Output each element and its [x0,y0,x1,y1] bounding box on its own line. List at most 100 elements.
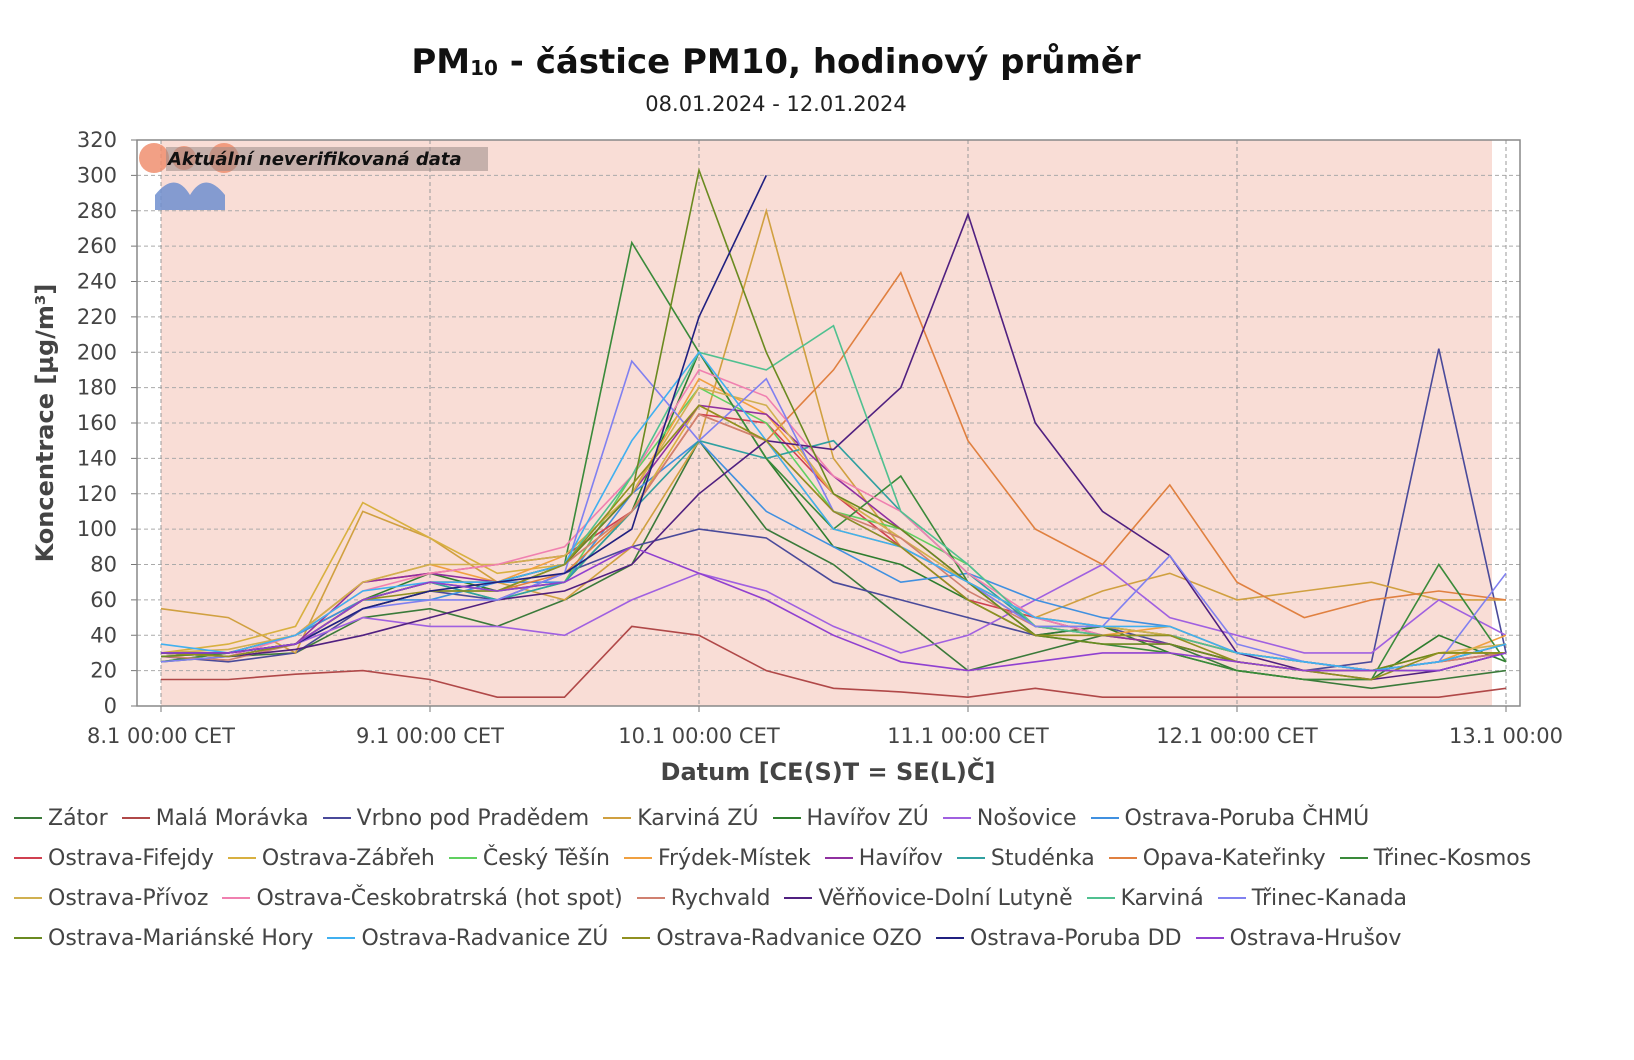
x-tick-label: 13.1 00:00 [1449,724,1563,748]
y-tick-label: 220 [77,305,117,329]
legend-item: Třinec-Kanada [1217,883,1408,913]
chart-subtitle: 08.01.2024 - 12.01.2024 [645,92,907,116]
legend-label: Karviná ZÚ [637,805,759,831]
legend-item: Ostrava-Českobratrská (hot spot) [222,883,623,913]
legend-label: Nošovice [976,805,1077,831]
legend-swatch [14,817,42,819]
watermark-band [166,147,488,171]
legend-swatch [935,937,964,939]
y-tick-label: 40 [90,623,117,647]
legend-swatch [1108,857,1137,859]
series-line-ostrava-hru-ov [161,545,1507,672]
legend-item: Věřňovice-Dolní Lutyně [784,883,1073,913]
legend-item: Karviná [1086,883,1204,913]
logo-circle [139,143,169,173]
legend-item: Nošovice [942,803,1077,833]
y-tick-label: 160 [77,411,117,435]
legend-swatch [772,817,801,819]
series-line-karvin-z- [160,207,1506,654]
legend-item: Opava-Kateřinky [1108,843,1326,873]
series-line-mal-mor-vka [161,625,1507,699]
legend-item: Ostrava-Fifejdy [14,843,214,873]
legend-swatch [1195,937,1224,939]
x-tick-label: 8.1 00:00 CET [87,724,235,748]
legend-label: Ostrava-Mariánské Hory [48,925,314,951]
legend-label: Ostrava-Zábřeh [261,845,435,871]
chart-legend: Zátor Malá Morávka Vrbno pod Pradědem Karvi… [14,803,1544,953]
y-tick-label: 120 [77,482,117,506]
legend-label: Opava-Kateřinky [1142,845,1326,871]
x-tick-label: 12.1 00:00 CET [1156,724,1318,748]
legend-label: Ostrava-Radvanice ZÚ [361,925,609,951]
legend-label: Český Těšín [482,845,610,871]
legend-swatch [14,857,42,859]
y-axis-label: Koncentrace [µg/m³] [31,284,59,563]
legend-label: Ostrava-Poruba ČHMÚ [1124,805,1370,831]
legend-item: Havířov ZÚ [772,803,929,833]
legend-swatch [1339,857,1368,859]
watermark-text: Aktuální neverifikovaná data [166,149,462,170]
series-line-ostrava-radvanice-z- [160,350,1507,672]
legend-label: Zátor [48,805,108,831]
y-tick-label: 180 [77,376,117,400]
legend-swatch [636,897,665,899]
legend-label: Havířov ZÚ [806,805,929,831]
legend-label: Havířov [858,845,943,871]
legend-label: Ostrava-Přívoz [48,885,209,911]
x-tick-label: 11.1 00:00 CET [887,724,1049,748]
legend-item: Ostrava-Radvanice OZO [622,923,922,953]
y-tick-label: 0 [104,694,117,718]
legend-label: Třinec-Kanada [1251,885,1408,911]
legend-item: Malá Morávka [121,803,309,833]
legend-item: Havířov [824,843,943,873]
legend-item: Ostrava-Hrušov [1195,923,1401,953]
series-line-v-ovice-doln-lutyn- [160,211,1507,681]
legend-item: Třinec-Kosmos [1339,843,1532,873]
legend-swatch [1090,817,1119,819]
y-tick-label: 200 [77,340,117,364]
legend-label: Třinec-Kosmos [1373,845,1532,871]
legend-label: Ostrava-Fifejdy [48,845,214,871]
legend-swatch [14,897,42,899]
x-tick-label: 10.1 00:00 CET [618,724,780,748]
y-tick-label: 80 [90,553,117,577]
legend-swatch [603,817,632,819]
title-rest: - částice PM10, hodinový průměr [497,42,1141,82]
y-tick-label: 140 [77,446,117,470]
legend-item: Rychvald [636,883,770,913]
y-tick-label: 300 [77,163,117,187]
legend-swatch [322,817,351,819]
legend-swatch [784,897,813,899]
legend-swatch [121,817,150,819]
title-subscript: 10 [470,56,498,80]
y-tick-label: 320 [77,128,117,152]
legend-label: Malá Morávka [155,805,309,831]
legend-label: Ostrava-Poruba DD [969,925,1182,951]
legend-label: Ostrava-Radvanice OZO [656,925,922,951]
legend-swatch [1217,897,1246,899]
logo-wave [155,182,225,210]
legend-swatch [1086,897,1115,899]
legend-swatch [227,857,256,859]
legend-swatch [622,937,651,939]
legend-item: Ostrava-Poruba DD [935,923,1182,953]
legend-label: Ostrava-Českobratrská (hot spot) [256,885,623,911]
legend-item: Vrbno pod Pradědem [322,803,589,833]
x-tick-label: 9.1 00:00 CET [356,724,504,748]
legend-item: Frýdek-Místek [623,843,811,873]
legend-swatch [824,857,853,859]
series-group [160,167,1507,699]
legend-label: Frýdek-Místek [657,845,811,871]
y-tick-label: 100 [77,517,117,541]
legend-swatch [623,857,652,859]
legend-swatch [942,817,971,819]
legend-label: Studénka [990,845,1095,871]
legend-item: Ostrava-Poruba ČHMÚ [1090,803,1370,833]
y-tick-label: 60 [90,588,117,612]
legend-swatch [327,937,356,939]
series-line-no-ovice [160,563,1507,663]
y-tick-label: 20 [90,659,117,683]
y-tick-label: 280 [77,199,117,223]
legend-item: Český Těšín [448,843,610,873]
y-tick-label: 260 [77,234,117,258]
